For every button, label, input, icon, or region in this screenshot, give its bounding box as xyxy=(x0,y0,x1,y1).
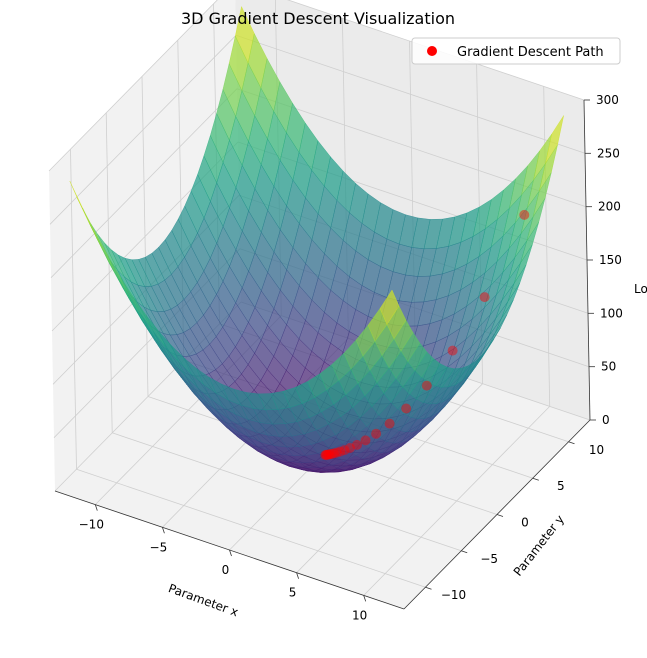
grid-z-back xyxy=(49,35,237,225)
descent-point xyxy=(479,292,490,303)
x-tick-mark xyxy=(363,595,367,602)
z-tick-label: 50 xyxy=(601,360,616,374)
grid-z-back xyxy=(48,0,218,172)
grid-z-back xyxy=(50,88,238,278)
descent-point xyxy=(339,445,350,456)
descent-point xyxy=(371,428,382,439)
y-tick-mark xyxy=(532,477,539,481)
y-tick-mark xyxy=(425,586,432,590)
y-tick-label: 10 xyxy=(589,443,604,457)
z-tick-label: 200 xyxy=(598,200,621,214)
descent-point xyxy=(401,403,412,414)
x-tick-mark xyxy=(229,549,232,557)
legend-entry: Gradient Descent Path xyxy=(457,45,604,60)
grid-y-floor xyxy=(76,468,426,588)
descent-point xyxy=(345,443,355,453)
descent-point xyxy=(331,447,342,458)
descent-point xyxy=(352,439,362,450)
descent-point xyxy=(519,209,530,220)
x-tick-label: 10 xyxy=(352,608,367,622)
descent-point xyxy=(447,345,458,356)
y-tick-label: −10 xyxy=(441,588,466,602)
z-axis-label: Loss xyxy=(634,282,647,296)
gradient-descent-path xyxy=(320,209,530,461)
y-tick-mark xyxy=(568,441,575,445)
descent-point xyxy=(335,446,346,457)
y-axis-label: Parameter y xyxy=(511,512,567,578)
surface-cell xyxy=(379,289,400,326)
x-tick-label: −5 xyxy=(150,540,168,554)
descent-point xyxy=(322,449,333,460)
z-tick-label: 100 xyxy=(600,306,623,320)
descent-point xyxy=(328,448,339,459)
y-tick-label: 5 xyxy=(557,479,565,493)
grid-z-side xyxy=(286,0,585,101)
x-axis-label: Parameter x xyxy=(167,581,241,619)
y-tick-mark xyxy=(496,514,504,517)
descent-point xyxy=(324,449,335,460)
descent-point xyxy=(421,380,432,391)
descent-point xyxy=(323,449,334,460)
loss-surface xyxy=(69,5,564,473)
x-tick-mark xyxy=(296,572,299,579)
chart-title: 3D Gradient Descent Visualization xyxy=(181,9,455,28)
y-tick-mark xyxy=(461,550,468,554)
z-tick-label: 300 xyxy=(596,93,619,107)
y-tick-label: 0 xyxy=(521,516,529,530)
grid-z-side xyxy=(235,34,586,154)
descent-point xyxy=(360,435,371,446)
legend: Gradient Descent Path xyxy=(411,37,621,65)
x-tick-label: 0 xyxy=(222,563,230,577)
descent-point xyxy=(326,448,337,459)
legend-box xyxy=(411,37,621,65)
legend-marker xyxy=(427,46,437,56)
z-tick-label: 250 xyxy=(597,146,620,160)
grid-y-floor xyxy=(112,432,462,552)
x-tick-label: 5 xyxy=(289,586,297,600)
x-tick-mark xyxy=(162,527,165,534)
descent-point xyxy=(320,450,331,461)
x-tick-mark xyxy=(94,504,98,511)
y-tick-label: −5 xyxy=(480,552,498,566)
descent-point xyxy=(384,418,395,429)
z-tick-label: 0 xyxy=(602,413,610,427)
descent-point xyxy=(321,449,332,460)
x-tick-label: −10 xyxy=(79,518,104,532)
z-tick-label: 150 xyxy=(599,253,622,267)
